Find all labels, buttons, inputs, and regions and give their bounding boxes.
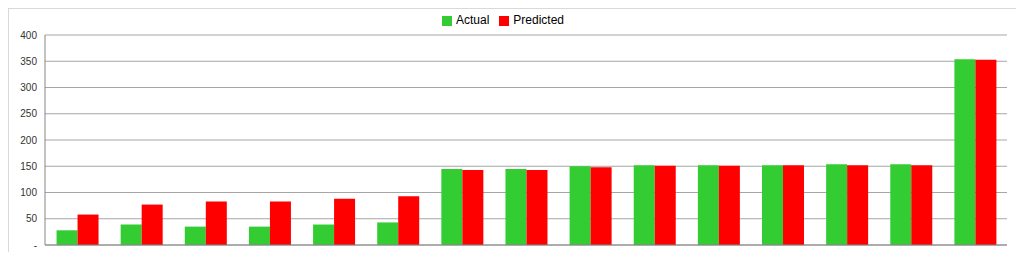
svg-text:50: 50 bbox=[26, 213, 38, 224]
html-text:Predicted: Predicted bbox=[513, 13, 564, 27]
svg-text:-: - bbox=[34, 240, 37, 251]
svg-text:150: 150 bbox=[20, 161, 37, 172]
svg-text:350: 350 bbox=[20, 56, 37, 67]
html-text:Actual: Actual bbox=[456, 13, 490, 27]
svg-text:300: 300 bbox=[20, 82, 37, 93]
svg-text:200: 200 bbox=[20, 135, 37, 146]
svg-text:400: 400 bbox=[20, 30, 37, 41]
svg-text:100: 100 bbox=[20, 187, 37, 198]
svg-text:250: 250 bbox=[20, 108, 37, 119]
